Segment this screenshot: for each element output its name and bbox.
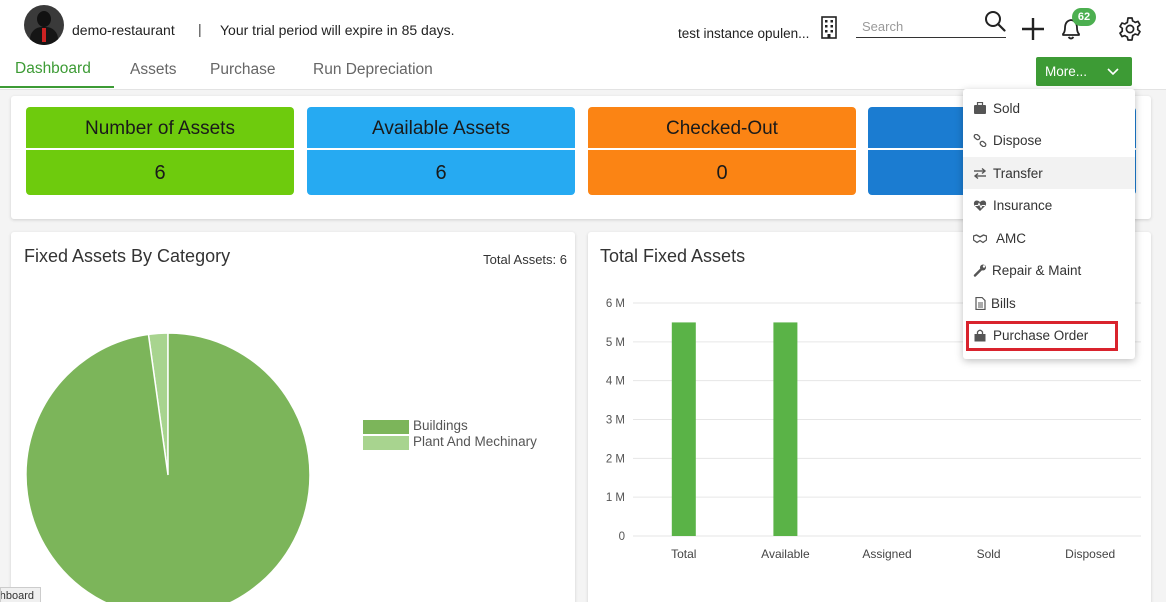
menu-item-insurance[interactable]: Insurance — [963, 189, 1135, 221]
search-input[interactable] — [862, 16, 980, 36]
legend-label: Buildings — [413, 418, 468, 433]
x-tick-label: Assigned — [862, 547, 911, 561]
bar-chart[interactable]: 0 1 M 2 M 3 M 4 M 5 M 6 M Total Available Assigne… — [588, 232, 1151, 602]
tab-assets[interactable]: Assets — [130, 61, 177, 78]
handshake-icon — [973, 234, 987, 244]
more-button-label: More... — [1045, 64, 1088, 79]
y-tick-label: 6 M — [606, 298, 625, 310]
stat-value: 0 — [716, 162, 728, 184]
menu-item-dispose[interactable]: Dispose — [963, 124, 1135, 156]
chevron-down-icon — [1107, 68, 1119, 76]
more-dropdown-menu: Sold Dispose Transfer Insurance AMC Repa… — [963, 89, 1135, 359]
total-assets-label: Total Assets: 6 — [483, 252, 567, 267]
menu-item-label: Bills — [991, 296, 1016, 311]
y-tick-label: 3 M — [606, 415, 625, 427]
menu-item-purchase-order[interactable]: Purchase Order — [963, 319, 1135, 351]
stat-card-number-of-assets[interactable]: Number of Assets 6 — [26, 107, 294, 195]
y-tick-label: 5 M — [606, 337, 625, 349]
y-tick-label: 0 — [619, 531, 625, 543]
tab-run-depreciation[interactable]: Run Depreciation — [313, 61, 433, 78]
stat-title: Available Assets — [371, 118, 510, 139]
status-tooltip: Dashboard — [0, 587, 41, 602]
shopping-bag-icon — [974, 329, 986, 342]
tab-purchase[interactable]: Purchase — [210, 61, 276, 78]
stats-panel: Number of Assets 6 Available Assets 6 Ch… — [11, 96, 1151, 219]
avatar-head — [37, 11, 51, 27]
x-tick-label: Total — [671, 547, 696, 561]
pie-slice-buildings[interactable] — [25, 332, 311, 602]
menu-item-label: Insurance — [993, 198, 1053, 213]
stat-value: 6 — [435, 162, 447, 184]
menu-item-label: Sold — [993, 101, 1021, 116]
y-tick-label: 1 M — [606, 492, 625, 504]
building-icon[interactable] — [820, 16, 838, 39]
legend-swatch — [363, 420, 409, 434]
wrench-icon — [973, 264, 986, 277]
menu-item-label: Repair & Maint — [992, 263, 1082, 278]
header-separator: | — [198, 21, 202, 37]
stat-divider — [307, 148, 575, 150]
x-tick-label: Available — [761, 547, 810, 561]
bar-total[interactable] — [671, 322, 696, 536]
top-header: demo-restaurant | Your trial period will… — [0, 0, 1166, 90]
search-box — [856, 12, 1006, 38]
legend-label: Plant And Mechinary — [413, 434, 537, 449]
trial-message: Your trial period will expire in 85 days… — [220, 22, 455, 38]
transfer-arrows-icon — [973, 167, 987, 180]
stat-card-available-assets[interactable]: Available Assets 6 — [307, 107, 575, 195]
y-tick-label: 2 M — [606, 453, 625, 465]
heart-pulse-icon — [973, 200, 987, 211]
org-name[interactable]: demo-restaurant — [72, 22, 175, 38]
panel-title: Total Fixed Assets — [600, 246, 746, 266]
legend-swatch — [363, 436, 409, 450]
x-tick-label: Disposed — [1065, 547, 1115, 561]
bell-icon[interactable] — [1058, 16, 1084, 42]
menu-item-bills[interactable]: Bills — [963, 287, 1135, 319]
pie-chart[interactable] — [11, 232, 575, 602]
menu-item-repair-maint[interactable]: Repair & Maint — [963, 254, 1135, 286]
menu-item-label: Purchase Order — [993, 328, 1089, 343]
panel-title: Fixed Assets By Category — [24, 246, 231, 266]
tab-dashboard[interactable]: Dashboard — [15, 60, 91, 77]
avatar[interactable] — [24, 5, 64, 45]
active-tab-indicator — [0, 86, 114, 88]
x-tick-label: Sold — [977, 547, 1001, 561]
document-icon — [975, 297, 986, 310]
menu-item-sold[interactable]: Sold — [963, 92, 1135, 124]
avatar-tie — [42, 28, 46, 42]
menu-item-amc[interactable]: AMC — [963, 222, 1135, 254]
y-tick-label: 4 M — [606, 376, 625, 388]
menu-item-label: AMC — [996, 231, 1026, 246]
notification-badge[interactable]: 62 — [1072, 8, 1096, 26]
stat-divider — [26, 148, 294, 150]
gear-icon[interactable] — [1117, 16, 1143, 42]
fixed-assets-by-category-panel: Fixed Assets By Category Total Assets: 6… — [11, 232, 575, 602]
more-button[interactable]: More... — [1036, 57, 1132, 86]
search-icon[interactable] — [984, 10, 1006, 32]
menu-item-transfer[interactable]: Transfer — [963, 157, 1135, 189]
briefcase-icon — [974, 102, 986, 114]
stat-divider — [588, 148, 856, 150]
status-tooltip-text: Dashboard — [0, 590, 34, 602]
stat-title: Checked-Out — [666, 118, 778, 139]
menu-item-label: Transfer — [993, 166, 1043, 181]
instance-name[interactable]: test instance opulen... — [678, 26, 810, 41]
stat-value: 6 — [154, 162, 166, 184]
link-icon — [973, 134, 987, 147]
stat-card-checked-out[interactable]: Checked-Out 0 — [588, 107, 856, 195]
bar-available[interactable] — [773, 322, 798, 536]
stat-title: Number of Assets — [85, 118, 235, 139]
menu-item-label: Dispose — [993, 133, 1042, 148]
plus-icon[interactable] — [1020, 16, 1046, 42]
